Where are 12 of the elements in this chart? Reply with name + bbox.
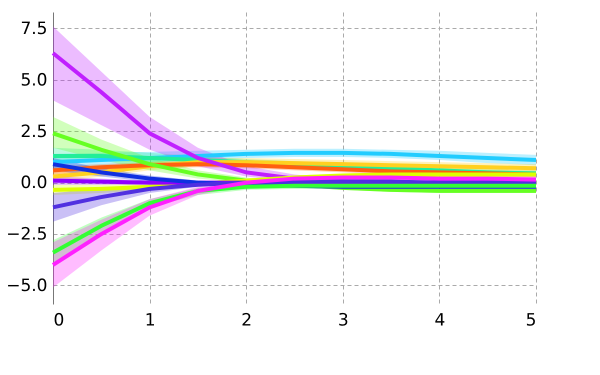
- x-tick-label: 0: [54, 310, 64, 330]
- y-tick-label: 0.0: [20, 173, 48, 194]
- y-tick-label: 5.0: [20, 70, 48, 90]
- x-tick-label: 1: [144, 310, 156, 330]
- x-tick-label: 2: [241, 310, 252, 330]
- y-tick-label: 2.5: [20, 122, 48, 142]
- x-tick-label: 5: [526, 310, 536, 330]
- x-tick-label: 3: [338, 310, 349, 330]
- x-tick-label: 4: [434, 310, 446, 330]
- y-tick-label: −2.5: [6, 224, 48, 245]
- y-tick-label: −5.0: [6, 276, 48, 296]
- y-tick-label: 7.5: [20, 18, 48, 39]
